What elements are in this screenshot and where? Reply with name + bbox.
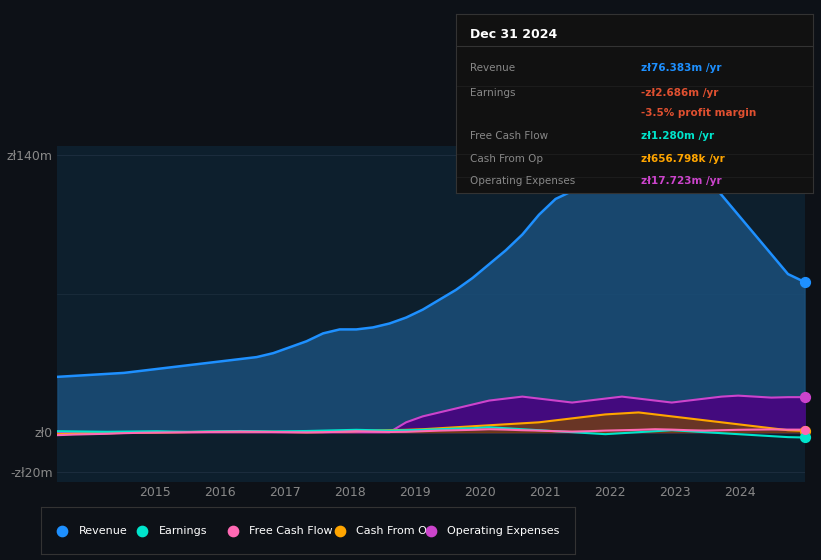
Point — [56, 526, 69, 535]
Text: Free Cash Flow: Free Cash Flow — [470, 131, 548, 141]
Text: Cash From Op: Cash From Op — [470, 154, 543, 164]
Text: -zł2.686m /yr: -zł2.686m /yr — [641, 88, 718, 98]
Text: zł656.798k /yr: zł656.798k /yr — [641, 154, 725, 164]
Point — [798, 433, 811, 442]
Text: Earnings: Earnings — [158, 526, 207, 535]
Text: zł76.383m /yr: zł76.383m /yr — [641, 63, 722, 73]
Point — [798, 425, 811, 434]
Text: Free Cash Flow: Free Cash Flow — [250, 526, 333, 535]
Text: zł17.723m /yr: zł17.723m /yr — [641, 176, 722, 186]
Text: Revenue: Revenue — [79, 526, 127, 535]
Text: zł1.280m /yr: zł1.280m /yr — [641, 131, 714, 141]
Text: Operating Expenses: Operating Expenses — [470, 176, 576, 186]
Text: -3.5% profit margin: -3.5% profit margin — [641, 108, 757, 118]
Point — [333, 526, 346, 535]
Point — [136, 526, 149, 535]
Text: Dec 31 2024: Dec 31 2024 — [470, 29, 557, 41]
Point — [424, 526, 438, 535]
Text: Revenue: Revenue — [470, 63, 515, 73]
Point — [798, 426, 811, 435]
Text: Cash From Op: Cash From Op — [356, 526, 433, 535]
Text: Earnings: Earnings — [470, 88, 516, 98]
Text: Operating Expenses: Operating Expenses — [447, 526, 559, 535]
Point — [227, 526, 240, 535]
Point — [798, 278, 811, 287]
Point — [798, 393, 811, 402]
